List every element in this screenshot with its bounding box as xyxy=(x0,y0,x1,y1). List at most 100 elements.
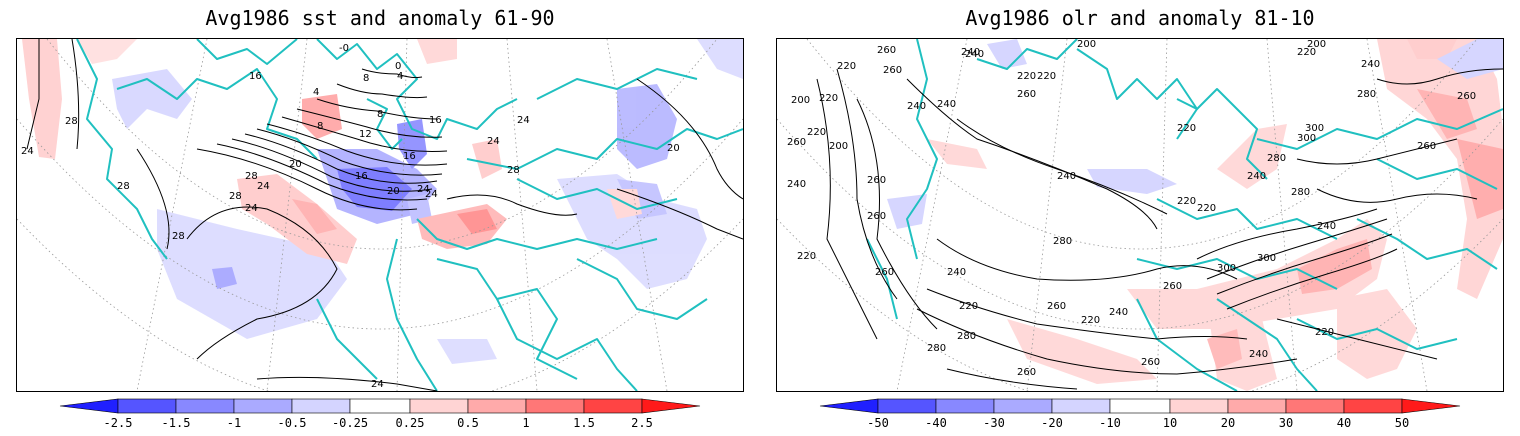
contour-label: 220 xyxy=(959,301,978,312)
contour-label: 240 xyxy=(937,99,956,110)
contour-label: 16 xyxy=(403,151,416,162)
contour-label: 280 xyxy=(927,343,946,354)
contour-label: 260 xyxy=(1017,367,1036,378)
colorbar-tick-label: -10 xyxy=(1099,416,1121,430)
olr-contour-labels: 260 240 220 260 200 220 240 240 220 200 … xyxy=(787,39,1476,378)
contour-label: 20 xyxy=(289,159,302,170)
contour-label: 220 xyxy=(1315,327,1334,338)
colorbar-swatch-9 xyxy=(1343,398,1403,414)
colorbar-swatch-6 xyxy=(1169,398,1229,414)
colorbar-tick-label: -1 xyxy=(227,416,241,430)
contour-label: 220 xyxy=(1197,203,1216,214)
contour-label: 200 xyxy=(829,141,848,152)
contour-label: 260 xyxy=(1047,301,1066,312)
contour-label: 220 xyxy=(1037,71,1056,82)
colorbar-swatch-10 xyxy=(1401,398,1461,414)
colorbar-swatch-9 xyxy=(583,398,643,414)
contour-label: 28 xyxy=(117,181,130,192)
colorbar-swatch-4 xyxy=(1051,398,1111,414)
sst-panel-title: Avg1986 sst and anomaly 61-90 xyxy=(205,6,555,30)
olr-map: 260 240 220 260 200 220 240 240 220 200 … xyxy=(776,38,1504,392)
colorbar-swatch-3 xyxy=(233,398,293,414)
contour-label: 260 xyxy=(1163,281,1182,292)
contour-label: 280 xyxy=(1357,89,1376,100)
colorbar-tick-label: -20 xyxy=(1041,416,1063,430)
colorbar-swatch-4 xyxy=(291,398,351,414)
colorbar-swatch-10 xyxy=(641,398,701,414)
colorbar-tick-label: 30 xyxy=(1279,416,1293,430)
contour-label: -0 xyxy=(339,43,349,54)
contour-label: 280 xyxy=(1291,187,1310,198)
sst-colorbar: -2.5 -1.5 -1 -0.5 -0.25 0.25 0.5 1 1.5 2… xyxy=(59,396,701,436)
colorbar-tick-label: 10 xyxy=(1163,416,1177,430)
contour-label: 20 xyxy=(387,186,400,197)
contour-label: 260 xyxy=(1417,141,1436,152)
contour-label: 24 xyxy=(487,136,500,147)
contour-label: 300 xyxy=(1217,263,1236,274)
contour-label: 300 xyxy=(1297,133,1316,144)
colorbar-swatch-1 xyxy=(117,398,177,414)
contour-label: 240 xyxy=(1247,171,1266,182)
contour-label: 24 xyxy=(371,379,384,390)
contour-label: 260 xyxy=(1141,357,1160,368)
colorbar-swatch-2 xyxy=(935,398,995,414)
contour-label: 240 xyxy=(1317,221,1336,232)
colorbar-tick-label: -50 xyxy=(867,416,889,430)
colorbar-tick-label: -30 xyxy=(983,416,1005,430)
contour-label: 300 xyxy=(1257,253,1276,264)
contour-label: 240 xyxy=(787,179,806,190)
contour-label: 16 xyxy=(355,171,368,182)
contour-label: 260 xyxy=(1017,89,1036,100)
colorbar-tick-label: 1 xyxy=(522,416,529,430)
olr-colorbar: -50 -40 -30 -20 -10 10 20 30 40 50 xyxy=(819,396,1461,436)
colorbar-tick-label: -0.5 xyxy=(278,416,307,430)
contour-label: 24 xyxy=(257,181,270,192)
contour-label: 24 xyxy=(245,203,258,214)
sst-colorbar-labels: -2.5 -1.5 -1 -0.5 -0.25 0.25 0.5 1 1.5 2… xyxy=(104,416,653,430)
contour-label: 260 xyxy=(867,175,886,186)
colorbar-swatch-7 xyxy=(1227,398,1287,414)
colorbar-swatch-3 xyxy=(993,398,1053,414)
contour-label: 220 xyxy=(1081,315,1100,326)
olr-map-svg: 260 240 220 260 200 220 240 240 220 200 … xyxy=(777,39,1503,391)
contour-label: 240 xyxy=(961,47,980,58)
contour-label: 220 xyxy=(819,93,838,104)
sst-map: 24 28 28 28 28 24 24 28 16 20 24 20 16 1… xyxy=(16,38,744,392)
contour-label: 24 xyxy=(517,115,530,126)
colorbar-tick-label: 0.25 xyxy=(396,416,425,430)
colorbar-tick-label: -0.25 xyxy=(332,416,368,430)
contour-label: 200 xyxy=(1077,39,1096,50)
colorbar-tick-label: 40 xyxy=(1337,416,1351,430)
contour-label: 28 xyxy=(229,191,242,202)
colorbar-tick-label: 1.5 xyxy=(573,416,595,430)
colorbar-swatch-0 xyxy=(59,398,119,414)
olr-colorbar-labels: -50 -40 -30 -20 -10 10 20 30 40 50 xyxy=(867,416,1409,430)
sst-map-svg: 24 28 28 28 28 24 24 28 16 20 24 20 16 1… xyxy=(17,39,743,391)
olr-panel: Avg1986 olr and anomaly 81-10 xyxy=(760,0,1520,430)
contour-label: 24 xyxy=(417,184,430,195)
colorbar-swatch-0 xyxy=(819,398,879,414)
contour-label: 220 xyxy=(797,251,816,262)
contour-label: 240 xyxy=(1249,349,1268,360)
contour-label: 8 xyxy=(363,73,369,84)
sst-contour-labels: 24 28 28 28 28 24 24 28 16 20 24 20 16 1… xyxy=(21,43,680,390)
contour-label: 240 xyxy=(1057,171,1076,182)
contour-label: 280 xyxy=(1053,236,1072,247)
contour-label: 220 xyxy=(837,61,856,72)
contour-label: 280 xyxy=(1267,153,1286,164)
contour-label: 12 xyxy=(359,129,372,140)
contour-label: 28 xyxy=(65,116,78,127)
contour-label: 260 xyxy=(867,211,886,222)
sst-colorbar-segments xyxy=(59,398,701,414)
contour-label: 4 xyxy=(313,87,319,98)
contour-label: 28 xyxy=(172,231,185,242)
colorbar-tick-label: -1.5 xyxy=(162,416,191,430)
olr-colorbar-svg: -50 -40 -30 -20 -10 10 20 30 40 50 xyxy=(819,398,1461,430)
contour-label: 24 xyxy=(21,146,34,157)
contour-label: 220 xyxy=(807,127,826,138)
contour-label: 260 xyxy=(877,45,896,56)
olr-colorbar-segments xyxy=(819,398,1461,414)
colorbar-swatch-5 xyxy=(349,398,411,414)
colorbar-swatch-2 xyxy=(175,398,235,414)
contour-label: 8 xyxy=(317,121,323,132)
